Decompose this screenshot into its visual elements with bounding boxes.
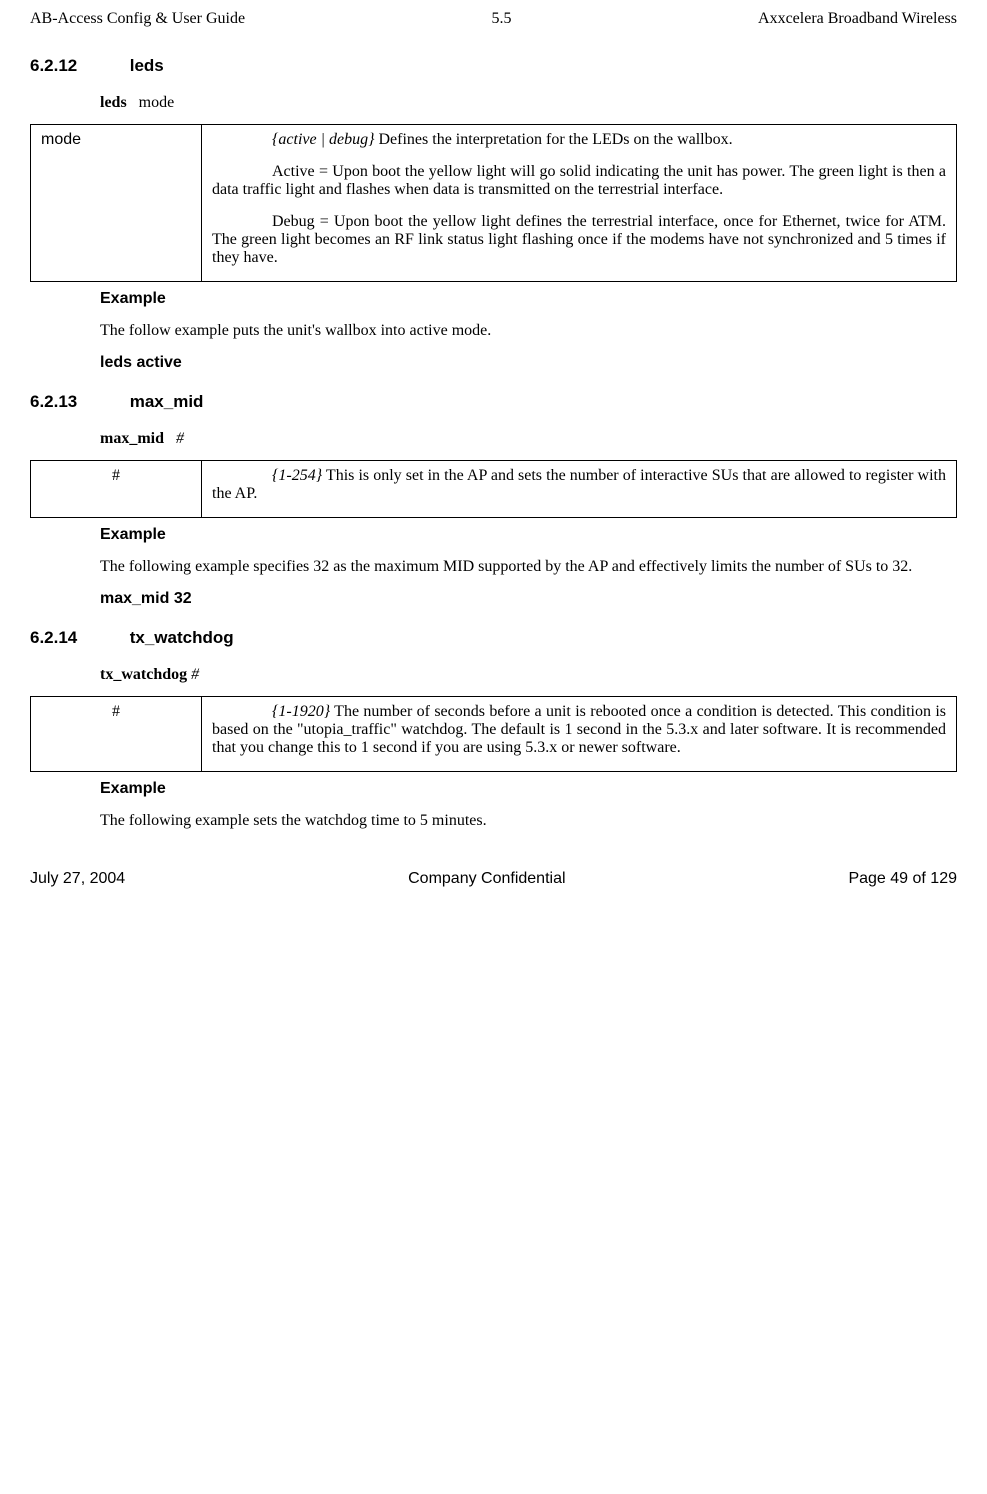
section-title: leds — [130, 56, 164, 75]
para-debug: Debug = Upon boot the yellow light defin… — [212, 213, 946, 267]
example-label: Example — [100, 526, 957, 544]
table-row: # {1-1920} The number of seconds before … — [31, 697, 957, 772]
page-header: AB-Access Config & User Guide 5.5 Axxcel… — [30, 10, 957, 28]
para-active: Active = Upon boot the yellow light will… — [212, 163, 946, 199]
syntax-cmd: tx_watchdog — [100, 666, 187, 683]
param-table-txwatchdog: # {1-1920} The number of seconds before … — [30, 696, 957, 772]
example-label: Example — [100, 780, 957, 798]
header-center: 5.5 — [492, 10, 512, 28]
section-title: tx_watchdog — [130, 628, 234, 647]
example-text: The following example specifies 32 as th… — [30, 558, 957, 576]
syntax-leds: leds mode — [100, 94, 957, 112]
syntax-arg: # — [191, 666, 199, 683]
section-heading-maxmid: 6.2.13 max_mid — [30, 392, 957, 412]
param-desc-cell: {active | debug} Defines the interpretat… — [202, 125, 957, 282]
example-label: Example — [100, 290, 957, 308]
param-table-leds: mode {active | debug} Defines the interp… — [30, 124, 957, 282]
example-text: The following example sets the watchdog … — [100, 812, 957, 830]
param-name-cell: # — [31, 697, 202, 772]
example-text: The follow example puts the unit's wallb… — [100, 322, 957, 340]
syntax-txwatchdog: tx_watchdog # — [100, 666, 957, 684]
table-row: mode {active | debug} Defines the interp… — [31, 125, 957, 282]
param-desc-cell: {1-254} This is only set in the AP and s… — [202, 461, 957, 518]
example-cmd: leds active — [100, 354, 957, 372]
param-range: {active | debug} — [272, 131, 375, 148]
syntax-cmd: leds — [100, 94, 127, 111]
param-intro: Defines the interpretation for the LEDs … — [375, 131, 733, 148]
param-range: {1-1920} — [272, 703, 330, 720]
footer-center: Company Confidential — [408, 870, 565, 888]
section-heading-leds: 6.2.12 leds — [30, 56, 957, 76]
footer-right: Page 49 of 129 — [848, 870, 957, 888]
header-left: AB-Access Config & User Guide — [30, 10, 245, 28]
table-row: # {1-254} This is only set in the AP and… — [31, 461, 957, 518]
section-title: max_mid — [130, 392, 204, 411]
syntax-cmd: max_mid — [100, 430, 164, 447]
param-table-maxmid: # {1-254} This is only set in the AP and… — [30, 460, 957, 518]
syntax-arg: # — [176, 430, 184, 447]
param-name-cell: mode — [31, 125, 202, 282]
section-number: 6.2.14 — [30, 628, 125, 648]
param-intro: This is only set in the AP and sets the … — [212, 467, 946, 502]
page-footer: July 27, 2004 Company Confidential Page … — [30, 870, 957, 888]
footer-left: July 27, 2004 — [30, 870, 125, 888]
section-number: 6.2.12 — [30, 56, 125, 76]
param-name-cell: # — [31, 461, 202, 518]
syntax-arg: mode — [139, 94, 175, 111]
param-range: {1-254} — [272, 467, 322, 484]
section-heading-txwatchdog: 6.2.14 tx_watchdog — [30, 628, 957, 648]
param-desc-cell: {1-1920} The number of seconds before a … — [202, 697, 957, 772]
header-right: Axxcelera Broadband Wireless — [758, 10, 957, 28]
syntax-maxmid: max_mid # — [100, 430, 957, 448]
section-number: 6.2.13 — [30, 392, 125, 412]
example-cmd: max_mid 32 — [100, 590, 957, 608]
